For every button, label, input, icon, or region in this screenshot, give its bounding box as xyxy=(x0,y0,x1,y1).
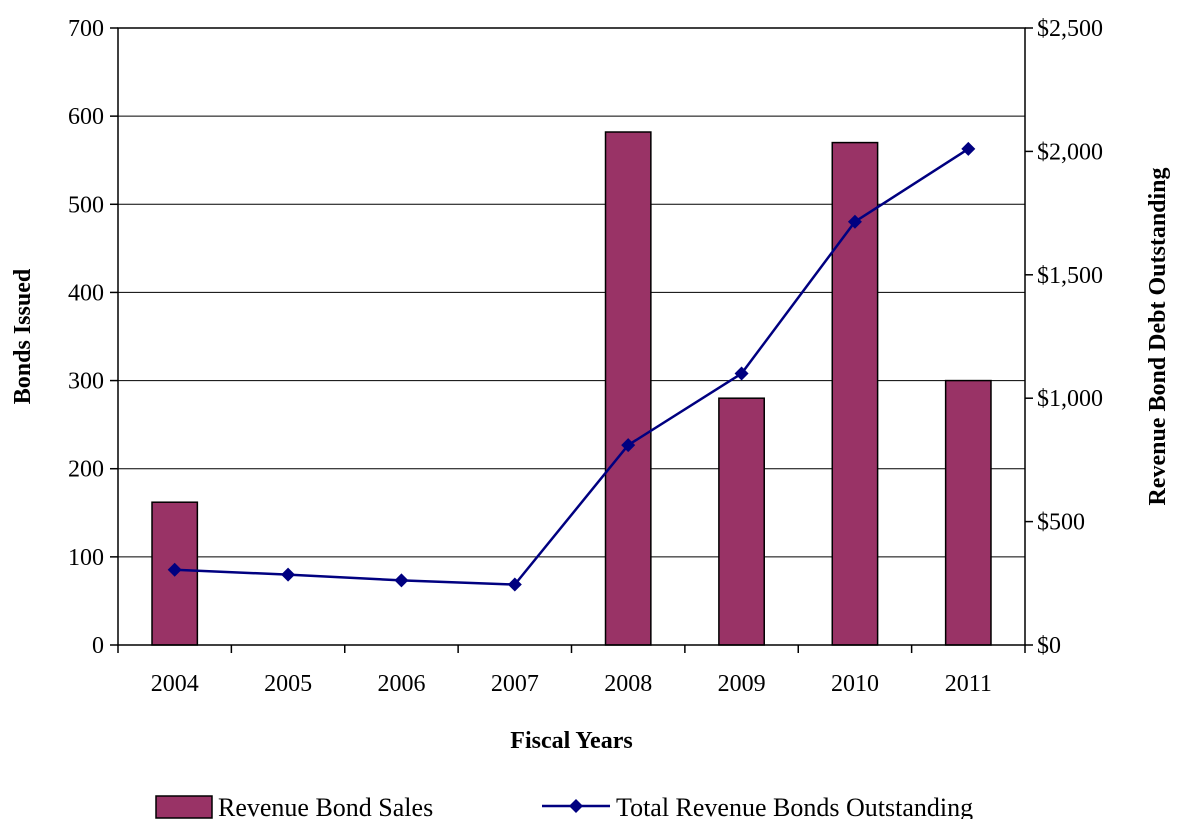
y2-tick-label: $2,000 xyxy=(1037,139,1103,165)
bar xyxy=(944,379,992,646)
legend: Revenue Bond Sales Total Revenue Bonds O… xyxy=(155,793,973,822)
legend-bar-swatch xyxy=(155,795,213,819)
x-axis-title: Fiscal Years xyxy=(510,728,632,754)
legend-line-label: Total Revenue Bonds Outstanding xyxy=(616,793,973,819)
line-point xyxy=(507,577,522,592)
y-tick-label: 200 xyxy=(68,457,104,483)
axes: 0 100 200 300 400 500 600 700 $0 $500 $1,000 $1,500… xyxy=(68,16,1103,697)
line-point xyxy=(734,366,749,381)
plot-area-frame xyxy=(117,27,1026,646)
y2-axis-title: Revenue Bond Debt Outstanding xyxy=(1145,167,1171,505)
y-axis-title: Bonds Issued xyxy=(10,268,36,404)
y-tick-label: 400 xyxy=(68,280,104,306)
y2-tick-label: $500 xyxy=(1037,510,1085,536)
line-point xyxy=(281,567,296,582)
legend-bar-label: Revenue Bond Sales xyxy=(218,793,433,819)
line-point xyxy=(621,438,636,453)
x-tick-label: 2008 xyxy=(604,671,652,697)
line-point xyxy=(394,573,409,588)
x-tick-label: 2006 xyxy=(377,671,425,697)
y-tick-label: 0 xyxy=(92,633,104,659)
x-tick-label: 2005 xyxy=(264,671,312,697)
legend-diamond-marker xyxy=(569,799,583,813)
series-line xyxy=(174,147,969,586)
y2-tick-label: $0 xyxy=(1037,633,1061,659)
y-tick-label: 300 xyxy=(68,369,104,395)
x-tick-label: 2004 xyxy=(151,671,199,697)
x-tick-label: 2007 xyxy=(491,671,539,697)
x-tick-label: 2009 xyxy=(718,671,766,697)
line-point xyxy=(167,562,182,577)
line-point xyxy=(847,214,862,229)
x-tick-label: 2010 xyxy=(831,671,879,697)
bar xyxy=(718,397,765,646)
y-tick-label: 500 xyxy=(68,192,104,218)
line-series xyxy=(167,141,976,592)
y-tick-label: 100 xyxy=(68,545,104,571)
bar xyxy=(604,131,652,646)
y2-tick-label: $1,000 xyxy=(1037,386,1103,412)
y2-tick-label: $1,500 xyxy=(1037,263,1103,289)
x-tick-label: 2011 xyxy=(945,671,992,697)
line-point xyxy=(961,141,976,156)
gridlines xyxy=(118,115,1025,558)
bar-series xyxy=(151,131,992,646)
y2-tick-label: $2,500 xyxy=(1037,16,1103,42)
y-tick-label: 700 xyxy=(68,16,104,42)
y-tick-label: 600 xyxy=(68,104,104,130)
